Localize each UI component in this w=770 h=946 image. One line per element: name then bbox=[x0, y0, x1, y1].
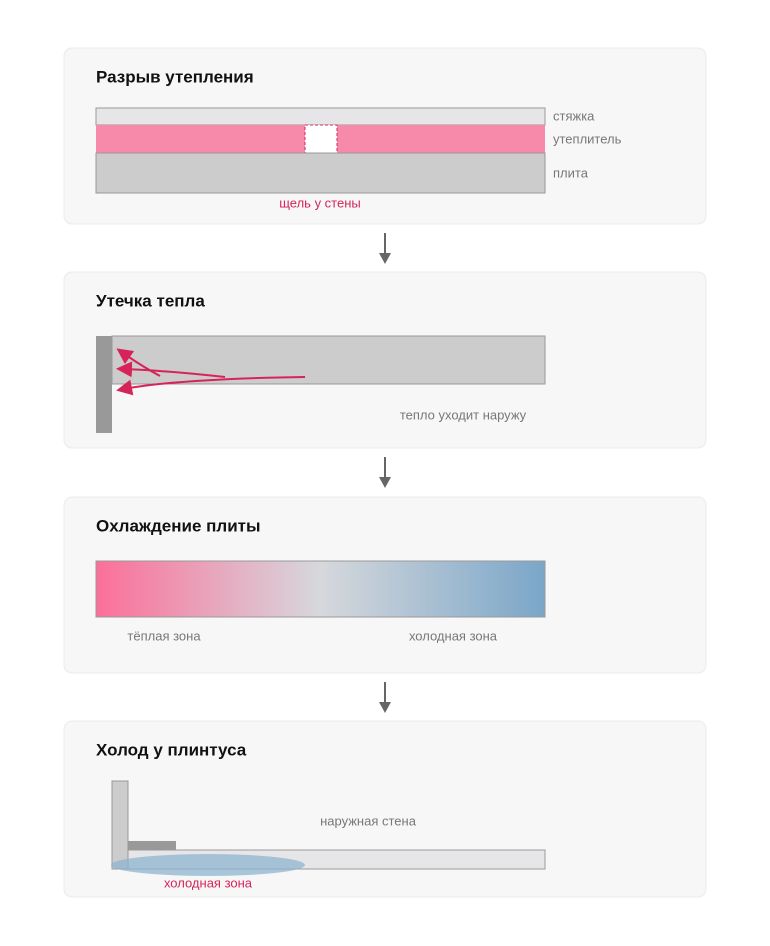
slab bbox=[95, 152, 546, 194]
zone-label: холодная зона bbox=[164, 875, 253, 890]
flow-arrow-head bbox=[379, 702, 391, 713]
panel: Разрыв утепления стяжка утеплитель плита… bbox=[63, 47, 707, 225]
caption: наружная стена bbox=[320, 813, 417, 828]
baseboard bbox=[128, 841, 176, 850]
panel-title: Холод у плинтуса bbox=[96, 740, 247, 759]
wall bbox=[96, 336, 112, 433]
heat-arrow bbox=[116, 361, 226, 378]
gap bbox=[304, 124, 338, 154]
flow-arrow-head bbox=[379, 253, 391, 264]
panel-title: Разрыв утепления bbox=[96, 67, 254, 86]
zone-label: тёплая зона bbox=[127, 628, 201, 643]
layer-label: утеплитель bbox=[553, 131, 622, 146]
zone-label: холодная зона bbox=[409, 628, 498, 643]
slab bbox=[111, 335, 546, 385]
layer-label: стяжка bbox=[553, 108, 595, 123]
heat-arrow bbox=[116, 348, 161, 377]
panel: Охлаждение плиты тёплая зона холодная зо… bbox=[63, 496, 707, 674]
panel-title: Охлаждение плиты bbox=[96, 516, 261, 535]
gap-label: щель у стены bbox=[279, 195, 361, 210]
slab-gradient bbox=[95, 560, 546, 618]
panel-title: Утечка тепла bbox=[96, 291, 205, 310]
flow-arrow-head bbox=[379, 477, 391, 488]
panel: Холод у плинтуса наружная стена холодная… bbox=[63, 720, 707, 898]
cold-zone bbox=[111, 854, 305, 876]
caption: тепло уходит наружу bbox=[400, 407, 527, 422]
panel: Утечка тепла тепло уходит наружу bbox=[63, 271, 707, 449]
heat-arrow bbox=[116, 376, 306, 396]
screed bbox=[95, 107, 546, 126]
layer-label: плита bbox=[553, 165, 589, 180]
wall bbox=[111, 780, 129, 870]
